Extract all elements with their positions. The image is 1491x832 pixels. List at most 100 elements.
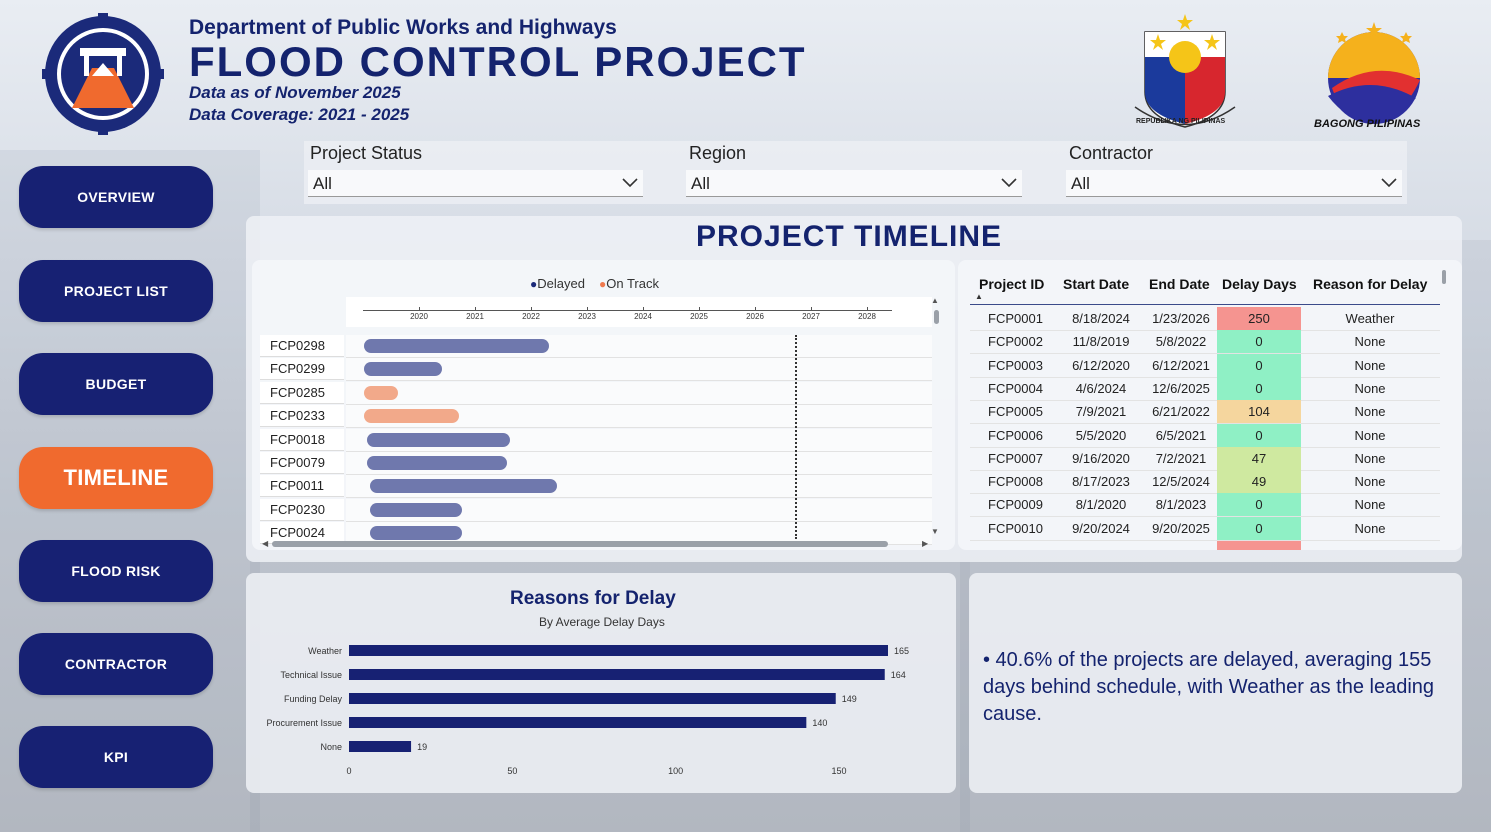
chevron-down-icon <box>1381 178 1397 188</box>
table-cell: 4/6/2024 <box>1075 380 1127 396</box>
gantt-bar[interactable] <box>364 362 443 377</box>
gantt-row-label[interactable]: FCP0011 <box>260 475 344 498</box>
gantt-bar[interactable] <box>366 456 507 470</box>
column-header-reason[interactable]: Reason for Delay <box>1313 276 1428 292</box>
bagong-pilipinas-text: BAGONG PILIPINAS <box>1314 118 1421 130</box>
gantt-year-tick: 2024 <box>634 312 652 321</box>
delay-days-cell: 49 <box>1217 470 1301 494</box>
gantt-row-label[interactable]: FCP0230 <box>260 498 344 521</box>
gantt-track <box>346 358 932 382</box>
chevron-down-icon <box>622 178 638 188</box>
table-cell: None <box>1354 357 1386 373</box>
gantt-row-label[interactable]: FCP0285 <box>260 381 344 404</box>
filter-contractor: Contractor <box>1063 141 1153 164</box>
gantt-year-tick: 2026 <box>746 312 764 321</box>
table-cell: 5/8/2022 <box>1155 334 1207 350</box>
gantt-bar[interactable] <box>364 385 398 400</box>
data-coverage: Data Coverage: 2021 - 2025 <box>189 105 410 124</box>
table-row[interactable]: FCP0006 5/5/2020 6/5/2021 0 None <box>970 423 1440 448</box>
gantt-tick-mark <box>755 307 756 311</box>
gantt-row-label[interactable]: FCP0299 <box>260 358 344 381</box>
gantt-year-tick: 2025 <box>690 312 708 321</box>
table-cell: 9/16/2020 <box>1072 450 1130 466</box>
gantt-row-label[interactable]: FCP0018 <box>260 428 344 451</box>
table-row[interactable]: FCP0003 6/12/2020 6/12/2021 0 None <box>970 353 1440 378</box>
table-cell: 12/5/2024 <box>1152 474 1210 490</box>
gantt-horizontal-scrollbar[interactable] <box>272 541 888 547</box>
today-line <box>795 335 797 539</box>
table-row[interactable]: FCP0007 9/16/2020 7/2/2021 47 None <box>970 446 1440 471</box>
table-row[interactable]: FCP0010 9/20/2024 9/20/2025 0 None <box>970 516 1440 541</box>
gantt-row-label[interactable]: FCP0079 <box>260 452 344 474</box>
delay-days-cell: 104 <box>1217 400 1301 424</box>
gantt-row-label[interactable]: FCP0298 <box>260 335 344 357</box>
scroll-down-icon[interactable]: ▼ <box>931 527 939 536</box>
scroll-right-icon[interactable]: ▶ <box>922 539 929 548</box>
table-row[interactable]: FCP0005 7/9/2021 6/21/2022 104 None <box>970 400 1440 425</box>
project-status-dropdown[interactable]: All <box>308 170 643 197</box>
table-cell: 6/5/2021 <box>1155 427 1207 443</box>
gantt-bar[interactable] <box>369 479 558 494</box>
chart-subtitle: By Average Delay Days <box>539 615 665 629</box>
contractor-dropdown[interactable]: All <box>1066 170 1402 197</box>
nav-timeline-button[interactable]: TIMELINE <box>19 447 213 509</box>
table-row[interactable]: FCP0008 8/17/2023 12/5/2024 49 None <box>970 470 1440 495</box>
table-cell: FCP0003 <box>988 357 1043 373</box>
bagong-pilipinas-logo-icon <box>1328 22 1420 124</box>
gantt-vertical-scrollbar[interactable] <box>934 310 939 324</box>
gantt-bar[interactable] <box>364 409 460 424</box>
gantt-track <box>346 335 932 358</box>
dropdown-value: All <box>313 174 332 193</box>
filter-label: Region <box>689 143 747 163</box>
table-cell: 9/20/2025 <box>1152 520 1210 536</box>
delay-days-cell: 0 <box>1217 493 1301 517</box>
gantt-tick-mark <box>811 307 812 311</box>
nav-project-list-button[interactable]: PROJECT LIST <box>19 260 213 322</box>
delay-days-cell: 47 <box>1217 446 1301 470</box>
table-cell: 9/20/2024 <box>1072 520 1130 536</box>
insight-panel <box>969 573 1462 793</box>
column-header-end-date[interactable]: End Date <box>1149 276 1210 292</box>
scroll-left-icon[interactable]: ◀ <box>262 539 269 548</box>
gantt-tick-mark <box>475 307 476 311</box>
gantt-axis: 2020 2021 2022 2023 2024 2025 2026 2027 2028 <box>346 297 932 327</box>
gantt-bar[interactable] <box>364 339 549 353</box>
nav-budget-button[interactable]: BUDGET <box>19 353 213 415</box>
table-row[interactable]: FCP0001 8/18/2024 1/23/2026 250 Weather <box>970 307 1440 331</box>
nav-flood-risk-button[interactable]: FLOOD RISK <box>19 540 213 602</box>
data-as-of: Data as of November 2025 <box>189 83 401 102</box>
column-header-delay-days[interactable]: Delay Days <box>1222 276 1297 292</box>
table-cell: FCP0005 <box>988 404 1043 420</box>
gantt-track <box>346 452 932 475</box>
gantt-bar[interactable] <box>369 502 462 517</box>
column-header-start-date[interactable]: Start Date <box>1063 276 1130 292</box>
table-cell: None <box>1354 380 1386 396</box>
gantt-bar[interactable] <box>369 526 462 541</box>
gantt-row-label[interactable]: FCP0233 <box>260 405 344 428</box>
table-header-divider <box>970 304 1440 305</box>
sort-icon[interactable]: ▲ <box>975 292 983 301</box>
table-row[interactable]: FCP0004 4/6/2024 12/6/2025 0 None <box>970 376 1440 401</box>
nav-kpi-button[interactable]: KPI <box>19 726 213 788</box>
table-vertical-scrollbar[interactable] <box>1442 270 1446 284</box>
delay-days-cell: 0 <box>1217 516 1301 540</box>
table-row[interactable]: FCP0009 8/1/2020 8/1/2023 0 None <box>970 493 1440 518</box>
table-cell: FCP0008 <box>988 474 1043 490</box>
gantt-track <box>346 381 932 405</box>
filter-label: Project Status <box>310 143 423 163</box>
table-row[interactable]: FCP0002 11/8/2019 5/8/2022 0 None <box>970 330 1440 355</box>
legend-on-track-dot: ● <box>599 277 607 291</box>
table-cell: None <box>1354 474 1386 490</box>
legend-delayed: ●Delayed <box>530 276 585 291</box>
legend-on-track: ●On Track <box>599 276 659 291</box>
table-cell: 7/2/2021 <box>1155 450 1207 466</box>
nav-contractor-button[interactable]: CONTRACTOR <box>19 633 213 695</box>
delay-days-cell: 0 <box>1217 423 1301 447</box>
delay-days-cell: 0 <box>1217 376 1301 400</box>
table-partial-row <box>970 541 1440 550</box>
scroll-up-icon[interactable]: ▲ <box>931 296 939 305</box>
column-header-project-id[interactable]: Project ID <box>979 276 1045 292</box>
region-dropdown[interactable]: All <box>686 170 1022 197</box>
nav-overview-button[interactable]: OVERVIEW <box>19 166 213 228</box>
gantt-bar[interactable] <box>366 432 510 447</box>
